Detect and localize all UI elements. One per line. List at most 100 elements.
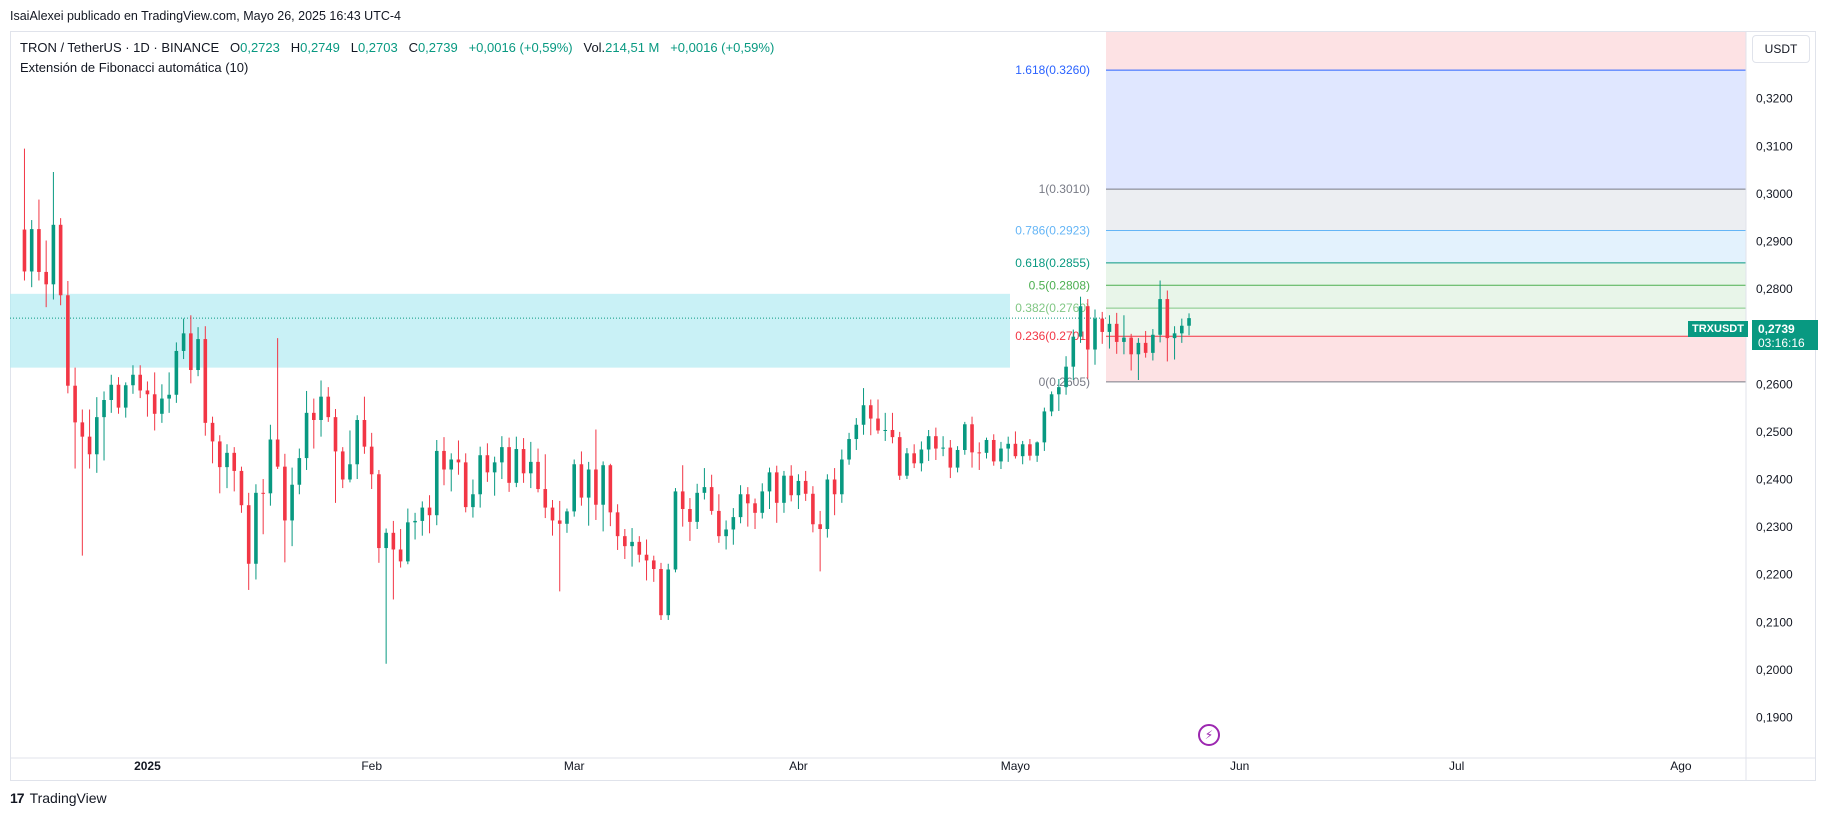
candle-body [1165, 299, 1170, 339]
candle-body [680, 491, 685, 510]
candle-body [355, 419, 359, 465]
candle-body [1006, 443, 1010, 449]
fib-level-label: 0.382(0.2760) [1015, 301, 1090, 315]
lightning-icon[interactable]: ⚡ [1198, 724, 1220, 746]
currency-button[interactable]: USDT [1752, 35, 1810, 63]
candle-body [261, 492, 265, 494]
candle-body [1180, 325, 1184, 334]
candle-body [434, 450, 439, 516]
candle-body [507, 447, 511, 483]
candle-body [1020, 444, 1025, 457]
fib-band [1106, 262, 1746, 286]
volume-value: 214,51 M [605, 40, 660, 55]
volume-change: +0,0016 (+0,59%) [670, 40, 775, 55]
candle-body [912, 453, 916, 464]
candle-body [854, 424, 859, 440]
candle-body [601, 465, 605, 505]
candle-body [463, 462, 468, 508]
close-label: C [408, 40, 418, 55]
candle-body [991, 439, 996, 462]
candle-body [1158, 299, 1162, 335]
candle-body [1057, 387, 1061, 395]
tradingview-logo[interactable]: 17 TradingView [10, 790, 107, 806]
x-axis-tick-label: Feb [361, 759, 382, 773]
candle-body [449, 459, 454, 470]
fib-band [1106, 285, 1746, 309]
x-axis-tick-label: Mar [564, 759, 585, 773]
candle-body [1129, 337, 1133, 355]
y-axis-tick-label: 0,2900 [1756, 234, 1793, 248]
candle-body [73, 385, 77, 423]
candle-body [427, 507, 432, 516]
candle-body [753, 503, 757, 513]
candle-body [319, 396, 323, 420]
close-value: 0,2739 [417, 40, 458, 55]
change-value: +0,0016 (+0,59%) [468, 40, 573, 55]
candle-body [731, 517, 736, 530]
low-value: 0,2703 [357, 40, 398, 55]
symbol-price-tag: TRXUSDT [1688, 321, 1748, 337]
candle-body [1064, 366, 1068, 388]
fib-band [1106, 230, 1746, 263]
candle-body [832, 479, 837, 495]
fib-level-label: 0.5(0.2808) [1029, 278, 1090, 292]
candle-body [225, 452, 229, 468]
candle-body [926, 436, 931, 450]
candle-body [478, 455, 482, 495]
candle-body [312, 412, 316, 420]
indicator-label[interactable]: Extensión de Fibonacci automática (10) [20, 60, 249, 75]
candle-body [811, 493, 815, 525]
candle-body [644, 554, 649, 561]
candle-body [1136, 342, 1141, 355]
candle-body [210, 422, 215, 442]
candle-body [181, 333, 186, 351]
candle-body [44, 271, 48, 285]
candle-body [977, 452, 982, 454]
symbol-title[interactable]: TRON / TetherUS · 1D · BINANCE [20, 40, 220, 55]
candle-body [868, 405, 873, 419]
candle-body [167, 394, 171, 399]
candle-body [80, 422, 85, 437]
candle-body [1151, 334, 1155, 353]
candle-body [348, 464, 352, 480]
candle-body [688, 509, 692, 522]
candle-body [796, 480, 801, 496]
candle-body [521, 449, 526, 474]
candle-body [22, 229, 27, 272]
candle-body [586, 469, 591, 498]
candle-body [579, 464, 584, 498]
candle-body [1085, 306, 1090, 350]
x-axis-tick-label: Jun [1230, 759, 1249, 773]
candle-body [131, 374, 135, 386]
x-axis-tick-label: Ago [1670, 759, 1692, 773]
candle-body [890, 429, 895, 438]
tradingview-wordmark: TradingView [29, 790, 107, 806]
candle-body [362, 419, 367, 447]
candle-body [29, 229, 34, 272]
candle-body [623, 536, 627, 547]
fib-level-label: 0.618(0.2855) [1015, 256, 1090, 270]
candle-body [919, 449, 924, 464]
candle-body [955, 449, 960, 468]
candle-body [1071, 336, 1076, 367]
candle-body [174, 350, 179, 395]
candle-body [818, 524, 822, 530]
candle-body [803, 480, 808, 494]
fib-band [1106, 70, 1746, 190]
candle-body [1122, 337, 1126, 342]
candle-body [1100, 318, 1105, 332]
candle-body [398, 549, 403, 562]
candle-body [861, 405, 866, 425]
open-label: O [229, 40, 241, 55]
current-price-badge: 0,2739 03:16:16 [1752, 320, 1818, 350]
candle-body [275, 439, 280, 467]
candle-body [239, 470, 244, 506]
candle-body [1187, 318, 1191, 326]
candle-body [138, 374, 142, 391]
candle-body [268, 439, 273, 494]
candle-body [109, 384, 114, 400]
candle-body [897, 437, 902, 476]
candle-body [1107, 323, 1112, 332]
candle-body [695, 492, 699, 522]
